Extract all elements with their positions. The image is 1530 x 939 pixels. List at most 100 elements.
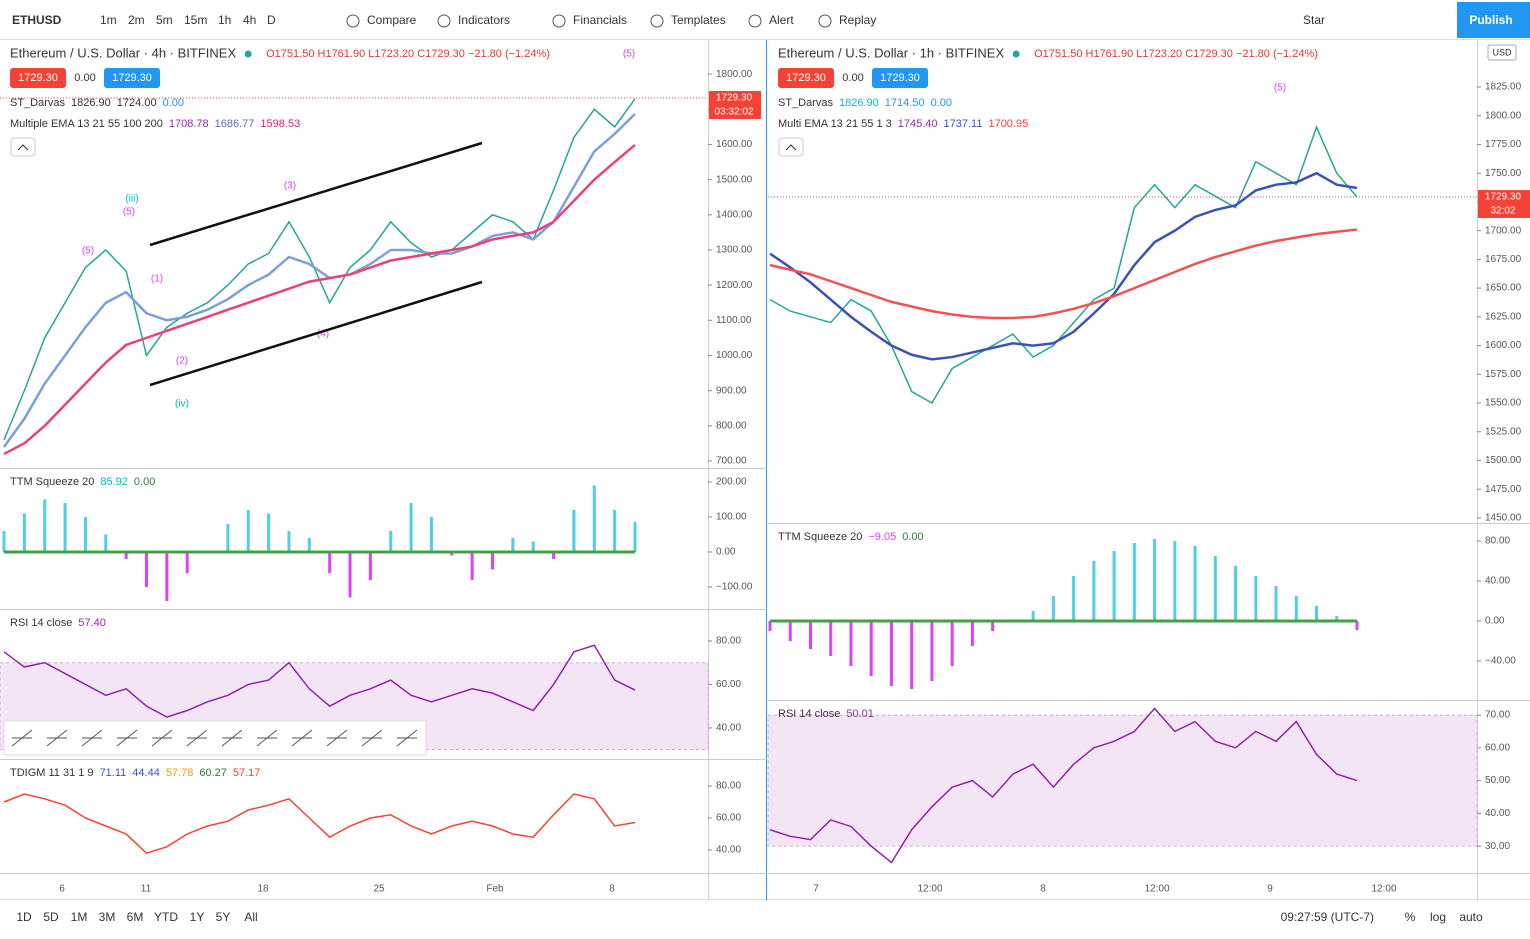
y-tick-label: 1800.00 xyxy=(1485,110,1522,121)
time-label: 8 xyxy=(609,884,615,895)
price-badge xyxy=(872,68,928,88)
drawing-tool[interactable] xyxy=(396,729,418,747)
y-tick-label: 80.00 xyxy=(716,636,741,647)
interval[interactable]: 4h xyxy=(243,13,256,27)
wave-label: (5) xyxy=(123,207,135,218)
legend-name: ST_Darvas xyxy=(10,97,66,109)
range-button[interactable]: 5D xyxy=(43,910,59,924)
legend-value: 1700.95 xyxy=(988,118,1028,130)
histogram-bar xyxy=(1132,543,1136,621)
y-tick-label: 1500.00 xyxy=(1485,455,1522,466)
scale-option[interactable]: % xyxy=(1405,910,1416,924)
y-tick-label: 60.00 xyxy=(716,813,741,824)
interval[interactable]: 5m xyxy=(156,13,173,27)
histogram-bar xyxy=(1274,586,1278,621)
histogram-bar xyxy=(1355,621,1359,631)
histogram-bar xyxy=(43,499,47,552)
legend-value: 0.00 xyxy=(902,531,923,543)
histogram-bar xyxy=(970,621,974,646)
collapse-button[interactable] xyxy=(10,137,36,157)
range-button[interactable]: 1M xyxy=(71,910,88,924)
legend-value: 1598.53 xyxy=(260,118,300,130)
time-label: 12:00 xyxy=(1144,884,1169,895)
toolbar-button[interactable]: Alert xyxy=(769,13,794,27)
drawing-tool[interactable] xyxy=(326,729,348,747)
legend-value: 50.01 xyxy=(846,708,874,720)
histogram-bar xyxy=(287,530,291,552)
histogram-bar xyxy=(491,551,495,570)
publish-bg[interactable] xyxy=(1457,2,1530,38)
interval[interactable]: 1h xyxy=(218,13,231,27)
interval[interactable]: 15m xyxy=(184,13,207,27)
toolbar-button[interactable]: Replay xyxy=(839,13,876,27)
line-series xyxy=(769,171,1358,361)
histogram-bar xyxy=(950,621,954,666)
toolbar-button[interactable]: Compare xyxy=(367,13,417,27)
symbol[interactable]: ETHUSD xyxy=(12,13,62,27)
range-button[interactable]: 1Y xyxy=(190,910,205,924)
histogram-bar xyxy=(1112,551,1116,621)
drawing-tool[interactable] xyxy=(186,729,208,747)
interval[interactable]: D xyxy=(267,13,276,27)
histogram-bar xyxy=(267,513,271,552)
scale-option[interactable]: log xyxy=(1430,910,1446,924)
collapse-button[interactable] xyxy=(778,137,804,157)
live-dot xyxy=(244,50,252,58)
scale-option[interactable]: auto xyxy=(1459,910,1483,924)
y-tick-label: 40.00 xyxy=(1485,576,1510,587)
button-icon xyxy=(748,14,762,28)
drawing-tool[interactable] xyxy=(11,729,33,747)
drawing-tool[interactable] xyxy=(361,729,383,747)
rsi-band xyxy=(767,714,1478,847)
drawing-tool[interactable] xyxy=(256,729,278,747)
y-tick-label: 1400.00 xyxy=(716,209,753,220)
range-button[interactable]: 1D xyxy=(16,910,32,924)
range-button[interactable]: 6M xyxy=(127,910,144,924)
y-tick-label: 50.00 xyxy=(1485,775,1510,786)
wave-label: (4) xyxy=(317,329,329,340)
drawing-tool[interactable] xyxy=(116,729,138,747)
range-button[interactable]: All xyxy=(244,910,257,924)
y-tick-label: 1800.00 xyxy=(716,69,753,80)
star-button[interactable]: Star xyxy=(1303,13,1325,27)
time-label: 8 xyxy=(1040,884,1046,895)
collapse-icon xyxy=(17,144,29,151)
interval[interactable]: 2m xyxy=(128,13,145,27)
histogram-bar xyxy=(328,551,332,573)
wave-label: (5) xyxy=(1274,83,1286,94)
publish-button[interactable]: Publish xyxy=(1469,13,1512,27)
legend-name: TTM Squeeze 20 xyxy=(10,476,94,488)
drawing-tool[interactable] xyxy=(81,729,103,747)
histogram-bar xyxy=(1031,611,1035,621)
y-tick-label: 1300.00 xyxy=(716,245,753,256)
range-button[interactable]: 5Y xyxy=(216,910,231,924)
time-label: 7 xyxy=(813,884,819,895)
drawing-tool[interactable] xyxy=(151,729,173,747)
wave-label: (1) xyxy=(151,274,163,285)
y-tick-label: 30.00 xyxy=(1485,841,1510,852)
toolbar-button[interactable]: Indicators xyxy=(458,13,510,27)
legend-value: 1714.50 xyxy=(885,97,925,109)
histogram-bar xyxy=(429,516,433,552)
wave-label: (5) xyxy=(82,246,94,257)
histogram-bar xyxy=(613,509,617,552)
range-button[interactable]: 3M xyxy=(99,910,116,924)
toolbar-button[interactable]: Financials xyxy=(573,13,627,27)
y-tick-label: 1575.00 xyxy=(1485,369,1522,380)
range-button[interactable]: YTD xyxy=(154,910,178,924)
y-tick-label: 900.00 xyxy=(716,385,747,396)
countdown: 32:02 xyxy=(1490,206,1515,217)
price-badge-text: 1729.30 xyxy=(112,72,152,84)
interval[interactable]: 1m xyxy=(100,13,117,27)
legend-value: 1708.78 xyxy=(169,118,209,130)
drawing-tool[interactable] xyxy=(291,729,313,747)
drawing-tool[interactable] xyxy=(221,729,243,747)
y-tick-label: 1625.00 xyxy=(1485,311,1522,322)
active-frame xyxy=(766,40,767,900)
drawing-tool[interactable] xyxy=(46,729,68,747)
wave-label: (2) xyxy=(176,356,188,367)
y-tick-label: 40.00 xyxy=(716,845,741,856)
price-badge-text: 1729.30 xyxy=(786,72,826,84)
toolbar-button[interactable]: Templates xyxy=(671,13,726,27)
